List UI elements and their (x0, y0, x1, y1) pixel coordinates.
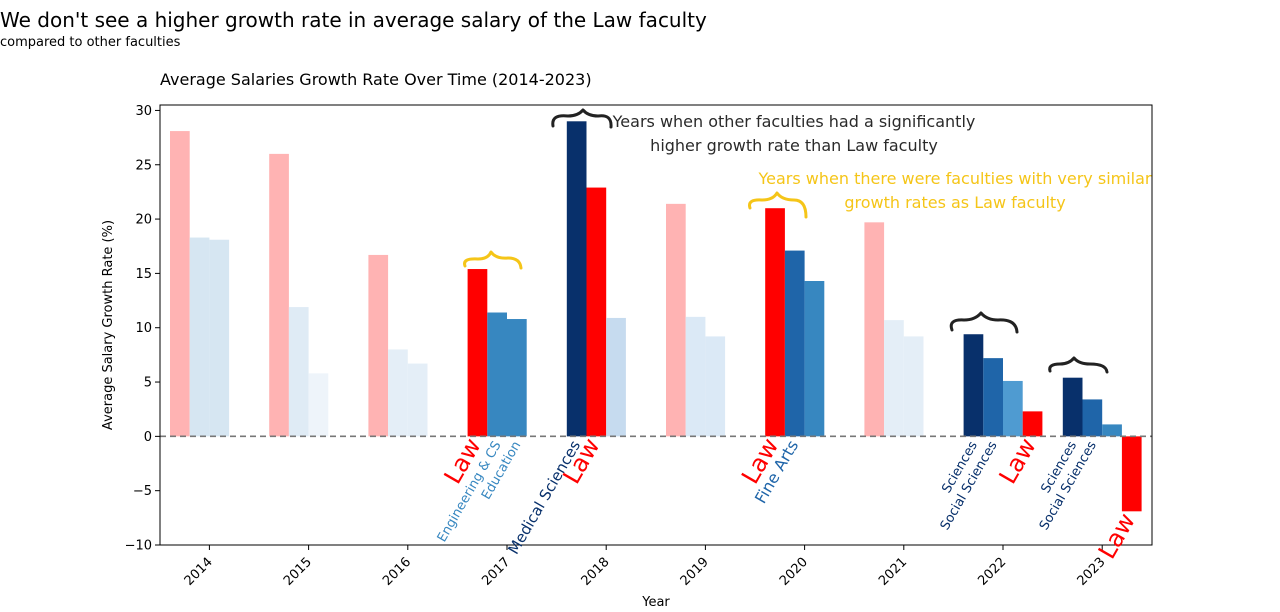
annotation-dark-line-2: higher growth rate than Law faculty (650, 136, 938, 155)
bar-2015-1 (288, 307, 309, 437)
bar-2023-3 (1121, 436, 1142, 512)
bar-2017-0 (467, 269, 488, 437)
bar-2014-0 (170, 131, 190, 437)
bar-2019-2 (705, 336, 726, 437)
bar-label: Law (994, 433, 1042, 488)
y-tick-label: −5 (133, 484, 152, 499)
bar-2016-0 (368, 254, 389, 437)
bar-2016-1 (388, 349, 408, 437)
annotation-dark-line-1: Years when other faculties had a signifi… (612, 112, 976, 131)
bar-2021-0 (864, 222, 885, 437)
bar-2017-1 (487, 312, 507, 437)
bar-2019-1 (685, 316, 706, 437)
bar-2016-2 (407, 363, 428, 437)
bar-2014-1 (189, 237, 210, 437)
bar-2022-0 (963, 334, 984, 437)
plot-frame (159, 104, 1153, 546)
y-axis-label: Average Salary Growth Rate (%) (101, 220, 116, 430)
bar-2018-1 (586, 187, 607, 437)
y-tick-label: 15 (135, 267, 152, 282)
bar-2023-0 (1062, 377, 1083, 437)
annotation-yellow-line-1: Years when there were faculties with ver… (757, 169, 1151, 188)
bar-label: Law (557, 433, 605, 488)
bar-2018-2 (606, 317, 626, 437)
page-subtitle: compared to other faculties (0, 35, 181, 50)
brace-2023 (1048, 356, 1109, 374)
x-tick-label: 2021 (876, 555, 910, 589)
chart-title: Average Salaries Growth Rate Over Time (… (160, 70, 592, 89)
x-tick-label: 2020 (777, 555, 811, 589)
page-title: We don't see a higher growth rate in ave… (0, 8, 707, 32)
x-tick-label: 2016 (380, 555, 414, 589)
brace-2017 (463, 250, 523, 270)
bar-2020-0 (765, 208, 785, 437)
y-tick-label: 0 (144, 430, 152, 445)
bar-2015-2 (308, 373, 329, 437)
x-tick-label: 2014 (182, 555, 216, 589)
brace-2020 (748, 191, 808, 219)
bar-2022-2 (1003, 380, 1023, 437)
brace-2022 (949, 311, 1019, 334)
brace-2018 (551, 108, 613, 129)
y-tick-label: 30 (135, 104, 152, 119)
x-tick-label: 2019 (678, 555, 712, 589)
x-tick-label: 2023 (1075, 555, 1109, 589)
x-tick-label: 2017 (479, 555, 513, 589)
x-axis-label: Year (641, 595, 670, 610)
bar-2022-3 (1022, 411, 1043, 437)
bar-2023-2 (1102, 424, 1122, 437)
bar-2022-1 (983, 358, 1003, 437)
bar-2020-1 (784, 250, 805, 437)
y-tick-label: 20 (135, 213, 152, 228)
x-tick-label: 2018 (579, 555, 613, 589)
bar-2017-2 (507, 319, 527, 437)
bar-2015-0 (269, 153, 289, 437)
bar-2019-0 (666, 203, 686, 437)
bar-2014-2 (209, 239, 230, 437)
bar-2021-1 (884, 320, 904, 437)
bar-2021-2 (903, 336, 924, 437)
x-tick-label: 2015 (281, 555, 315, 589)
annotation-yellow-line-2: growth rates as Law faculty (844, 193, 1065, 212)
y-tick-label: 10 (135, 321, 152, 336)
bar-2018-0 (566, 121, 587, 437)
x-tick-label: 2022 (975, 555, 1009, 589)
y-tick-label: −10 (125, 539, 152, 554)
bar-2020-2 (804, 281, 825, 437)
y-tick-label: 25 (135, 158, 152, 173)
bar-label: Law (1093, 508, 1141, 563)
y-tick-label: 5 (144, 376, 152, 391)
bar-2023-1 (1082, 399, 1103, 437)
